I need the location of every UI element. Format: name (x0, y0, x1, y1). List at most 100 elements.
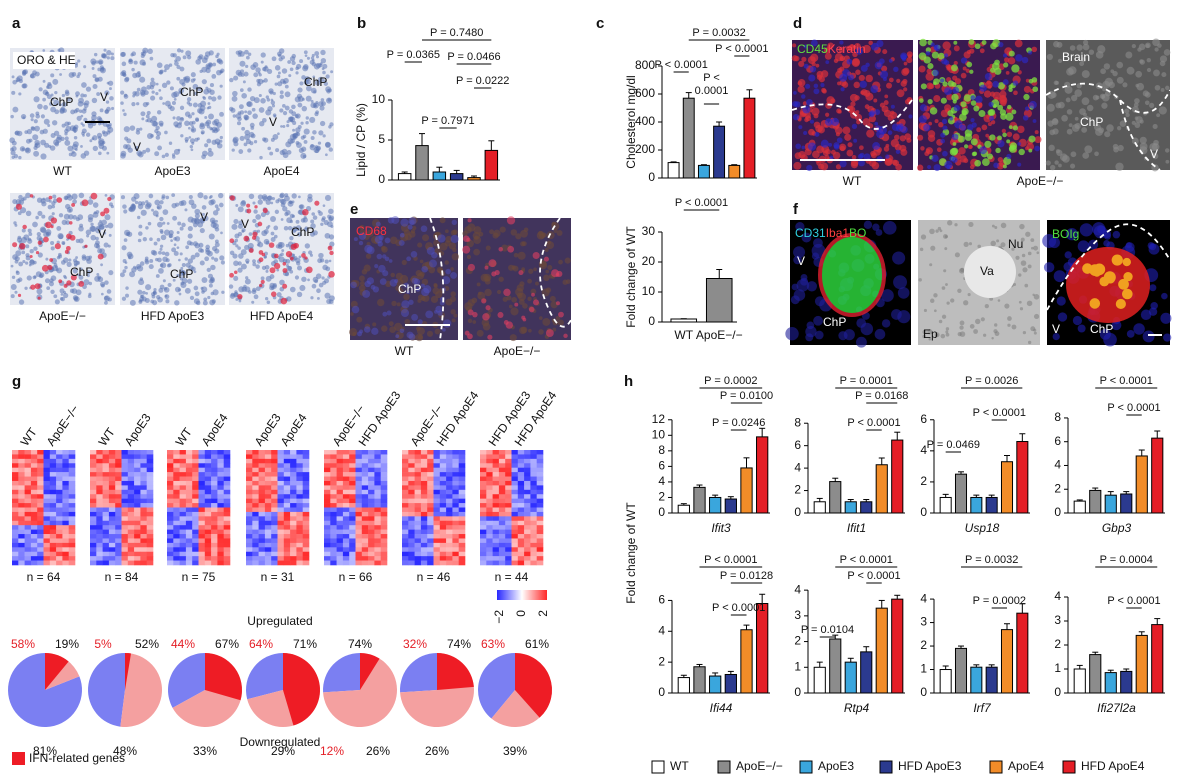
texture (70, 274, 77, 281)
heatmap-cell (511, 489, 519, 495)
texture (148, 264, 154, 270)
texture (49, 145, 56, 151)
image-label: ChP (180, 85, 203, 99)
heatmap-cell (355, 534, 363, 539)
texture (48, 281, 54, 287)
texture (179, 252, 183, 256)
heatmap-cell (439, 511, 447, 517)
texture (1015, 255, 1020, 260)
heatmap-cell (355, 511, 363, 517)
texture (289, 219, 293, 224)
heatmap-cell (342, 511, 350, 517)
heatmap-cell (246, 498, 253, 504)
texture (212, 222, 219, 229)
heatmap-cell (517, 520, 525, 526)
heatmap-cell (402, 463, 409, 468)
heatmap-cell (290, 560, 297, 566)
heatmap-cell (204, 538, 212, 544)
texture (60, 296, 65, 302)
texture (986, 80, 991, 85)
texture (176, 116, 181, 121)
heatmap-cell (283, 516, 291, 522)
texture (1026, 300, 1033, 307)
heatmap-cell (446, 538, 453, 544)
texture (173, 250, 179, 256)
texture (295, 113, 301, 119)
texture (846, 58, 853, 65)
heatmap-cell (198, 476, 206, 482)
texture (401, 259, 407, 266)
heatmap-cell (30, 560, 38, 566)
heatmap-cell (185, 547, 193, 553)
heatmap-column-label: WT (96, 425, 119, 449)
heatmap-cell (277, 551, 285, 557)
texture (309, 231, 316, 237)
texture (231, 95, 238, 102)
texture (131, 204, 136, 208)
heatmap-cell (330, 498, 337, 504)
heatmap-cell (90, 507, 97, 513)
particle (1082, 263, 1093, 274)
heatmap-cell (517, 556, 525, 561)
heatmap-cell (368, 556, 375, 561)
heatmap-cell (246, 520, 253, 526)
heatmap-cell (217, 494, 224, 499)
texture (1112, 70, 1118, 77)
heatmap-cell (324, 458, 331, 464)
texture (325, 153, 328, 157)
heatmap-cell (179, 534, 187, 539)
image-label: ChP (170, 267, 193, 281)
heatmap-cell (349, 534, 356, 539)
heatmap-cell (446, 467, 453, 473)
heatmap-cell (446, 503, 453, 508)
texture (45, 229, 52, 236)
heatmap-cell (62, 556, 69, 561)
texture (300, 218, 306, 223)
texture (497, 311, 504, 318)
heatmap-cell (420, 476, 428, 482)
texture (969, 69, 974, 74)
heatmap-cell (246, 489, 253, 495)
texture (395, 334, 400, 339)
heatmap-cell (296, 556, 303, 561)
texture (404, 318, 411, 325)
texture (244, 129, 250, 136)
heatmap-cell (433, 525, 441, 530)
heatmap-cell (30, 458, 38, 464)
heatmap-cell (324, 538, 331, 544)
heatmap-cell (43, 538, 51, 544)
marker-label: CD31 (795, 226, 826, 240)
heatmap-cell (342, 498, 350, 504)
texture (997, 299, 1001, 302)
heatmap-cell (486, 507, 493, 513)
texture (136, 102, 140, 106)
texture (18, 92, 22, 96)
heatmap-cell (368, 489, 375, 495)
texture (952, 75, 958, 81)
heatmap-cell (217, 463, 224, 468)
texture (820, 70, 829, 78)
heatmap-cell (524, 494, 531, 499)
heatmap-cell (530, 520, 537, 526)
texture (551, 269, 559, 278)
heatmap-cell (192, 463, 199, 468)
heatmap-cell (427, 463, 434, 468)
texture (190, 148, 194, 152)
texture (450, 229, 457, 236)
heatmap-cell (324, 551, 331, 557)
heatmap-cell (536, 511, 544, 517)
heatmap-cell (146, 480, 154, 486)
texture (174, 236, 181, 242)
texture (43, 236, 49, 243)
texture (555, 301, 560, 306)
heatmap-cell (302, 463, 310, 468)
texture (50, 217, 58, 224)
texture (953, 40, 958, 45)
heatmap-cell (530, 498, 537, 504)
heatmap-cell (458, 450, 466, 455)
heatmap-cell (374, 476, 381, 482)
texture (416, 327, 425, 336)
texture (1033, 313, 1040, 320)
texture (201, 79, 207, 85)
heatmap-cell (121, 450, 129, 455)
